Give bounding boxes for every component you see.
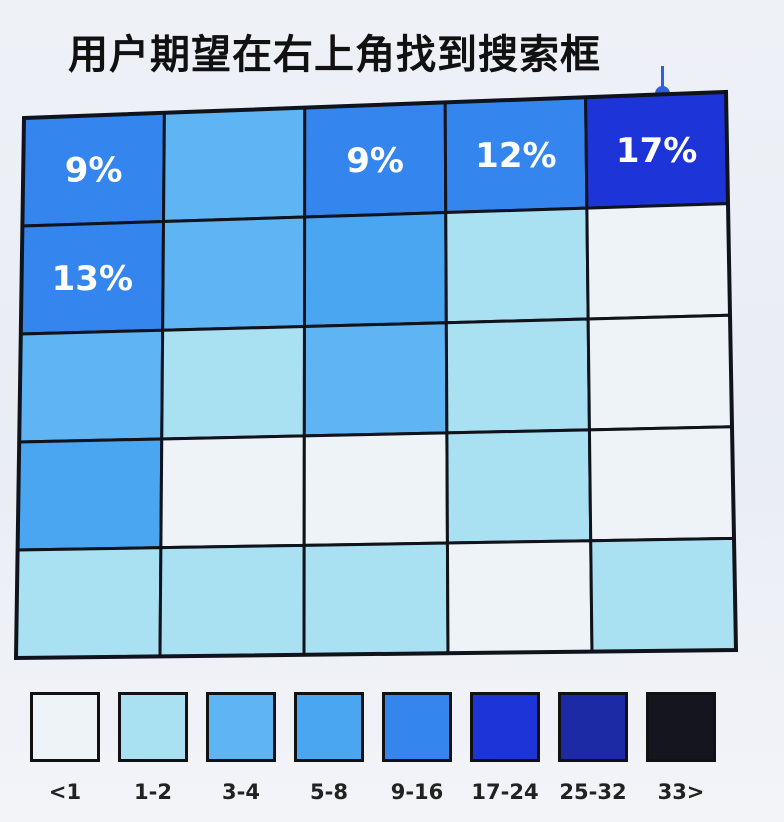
- cell-value-label: 9%: [65, 151, 123, 191]
- heatmap-cell-r4-c4: [445, 428, 593, 545]
- heatmap-cell-r5-c3: [302, 541, 450, 657]
- cell-value-label: 9%: [346, 141, 404, 181]
- heatmap-cell-r4-c3: [302, 431, 449, 547]
- heatmap-cell-r4-c1: [16, 437, 164, 552]
- heatmap-frame: [13, 89, 739, 661]
- heatmap-cell-r1-c2: [162, 106, 307, 224]
- heatmap-cell-r2-c2: [161, 215, 307, 332]
- heatmap-cell-r4-c2: [159, 434, 306, 550]
- cell-value-label: 17%: [616, 131, 697, 171]
- cell-value-label: 13%: [52, 259, 133, 299]
- heatmap-cell-r5-c2: [158, 543, 306, 658]
- heatmap-cell-r4-c5: [587, 425, 736, 543]
- heatmap-cell-r2-c4: [444, 206, 590, 325]
- heatmap-cell-r2-c3: [302, 211, 448, 329]
- heatmap-cell-r5-c4: [445, 539, 594, 655]
- heatmap-cell-r5-c5: [589, 536, 738, 654]
- heatmap-cell-r3-c2: [160, 324, 306, 441]
- heatmap-cell-r3-c3: [302, 321, 449, 438]
- heatmap-cell-r3-c1: [17, 328, 165, 444]
- pin-marker-line: [661, 66, 664, 90]
- cell-value-label: 12%: [475, 136, 556, 176]
- chart-title: 用户期望在右上角找到搜索框: [68, 32, 601, 78]
- heatmap-cell-r3-c5: [586, 313, 734, 432]
- heatmap-cell-r2-c5: [585, 202, 732, 321]
- heatmap-cell-r3-c4: [444, 317, 591, 435]
- heatmap-cell-r5-c1: [14, 546, 163, 660]
